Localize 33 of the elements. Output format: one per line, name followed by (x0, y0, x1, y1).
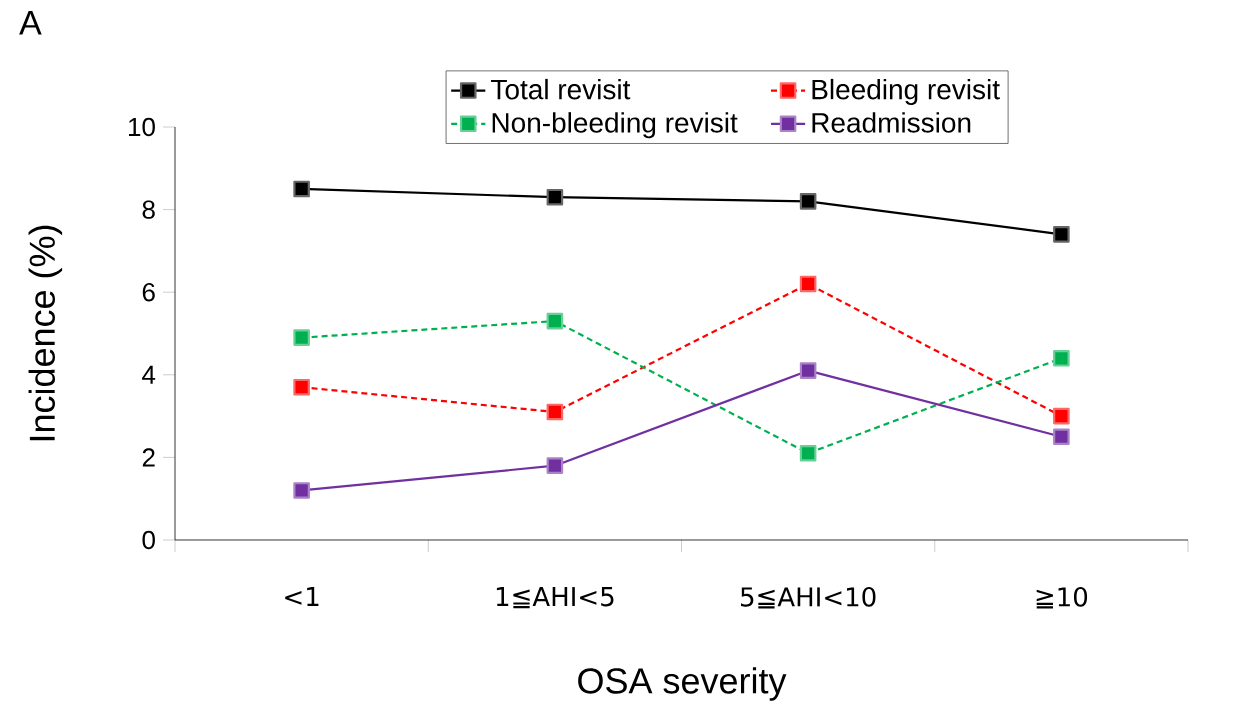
y-tick-label: 8 (142, 200, 155, 219)
x-axis-title: OSA severity (578, 667, 787, 701)
x-tick-label: <1 (285, 587, 319, 607)
text: A (19, 11, 42, 35)
point (546, 312, 564, 330)
legend-label: Non-bleeding revisit (492, 112, 738, 139)
legend-label: Total revisit (491, 78, 631, 100)
point (546, 403, 564, 421)
point (799, 193, 817, 210)
point (799, 362, 817, 379)
y-tick-label: 2 (142, 448, 155, 467)
point (799, 275, 817, 293)
point (293, 329, 310, 346)
y-tick-label: 6 (142, 282, 155, 302)
point (293, 482, 310, 499)
legend-label: Readmission (812, 112, 971, 133)
y-tick-label: 0 (142, 530, 155, 550)
point (293, 378, 310, 396)
point (546, 457, 564, 474)
point (1053, 428, 1070, 446)
y-axis-title: Incidence (%) (28, 225, 63, 441)
x-tick-label: 5≦AHI<10 (741, 587, 876, 609)
y-tick-label: 10 (128, 117, 155, 137)
point (1053, 407, 1070, 425)
legend-label: Bleeding revisit (812, 78, 1000, 105)
point (293, 180, 310, 198)
x-tick-label: 1≦AHI<5 (496, 587, 614, 609)
y-tick-label: 4 (142, 365, 156, 384)
point (799, 444, 817, 462)
point (1053, 349, 1070, 367)
point (546, 188, 564, 206)
point (1053, 226, 1070, 243)
x-tick-label: ≧10 (1036, 587, 1088, 609)
